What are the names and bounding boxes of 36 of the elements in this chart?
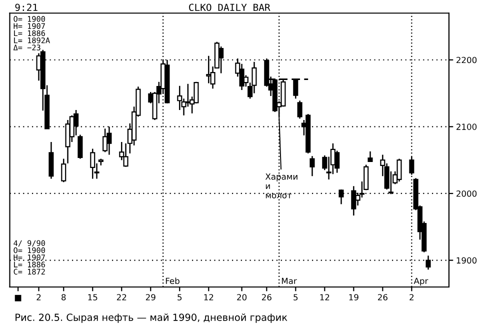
x-tick-label: 5 (294, 294, 298, 300)
text: Рис. 20.5. Сырая нефть — май 1990, дневной график (16, 314, 288, 323)
x-tick-label: ■ (14, 294, 22, 302)
x-tick-label: 5 (178, 294, 182, 300)
x-tick-label: 2 (36, 294, 41, 300)
candlestick (90, 148, 96, 180)
chart-subtitle: 9:21 (15, 4, 38, 12)
candlestick (61, 158, 66, 183)
annotation: Харами и молот (265, 174, 298, 198)
candlestick (48, 141, 54, 180)
x-tick-label: 22 (116, 294, 126, 300)
y-tick-label: 1900 (456, 257, 477, 264)
x-tick-label: 20 (237, 294, 247, 300)
x-tick-label: 12 (204, 294, 214, 300)
y-tick-label: 2100 (456, 124, 477, 130)
x-tick-label: 26 (262, 294, 272, 300)
x-tick-label: 15 (88, 294, 98, 300)
x-tick-label: 19 (349, 294, 358, 300)
x-tick-label: 29 (146, 294, 156, 300)
x-tick-label: 26 (378, 294, 388, 300)
y-tick-label: 2200 (456, 56, 477, 64)
ref-line-label: Feb (166, 278, 180, 284)
ref-line-label: Apr (414, 278, 428, 286)
chart-title: CLKO DAILY BAR (189, 4, 270, 12)
candlestick (310, 155, 315, 177)
candlestick (78, 134, 83, 160)
y-tick-label: 2000 (456, 190, 477, 197)
candlestick (338, 188, 344, 205)
x-tick-label: 8 (62, 294, 66, 300)
candlestick (297, 100, 302, 120)
candlestick (102, 128, 108, 153)
ref-line-label: Mar (282, 278, 297, 284)
x-tick-label: 12 (320, 294, 330, 300)
x-tick-label: 2 (410, 294, 414, 300)
candlestick (396, 158, 402, 182)
candlestick (368, 150, 373, 162)
